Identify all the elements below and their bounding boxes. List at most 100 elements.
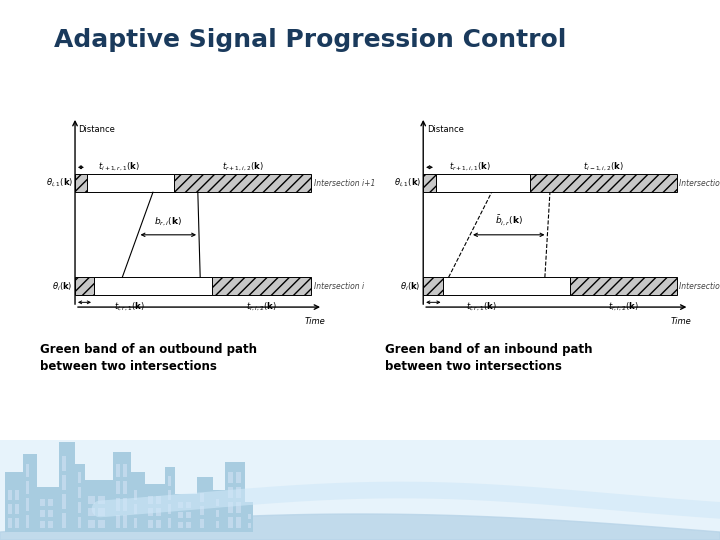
Bar: [62, 513, 66, 528]
Bar: [15, 518, 19, 528]
Bar: [148, 520, 153, 528]
Bar: [236, 472, 241, 483]
Bar: [116, 481, 120, 494]
Bar: [423, 278, 444, 295]
Bar: [40, 499, 45, 506]
Bar: [213, 490, 225, 532]
Bar: [228, 502, 233, 513]
Bar: [75, 278, 94, 295]
Text: $t_{i-1,i,2}(\mathbf{k})$: $t_{i-1,i,2}(\mathbf{k})$: [582, 161, 624, 173]
Bar: [216, 521, 219, 528]
Bar: [225, 462, 245, 532]
Bar: [178, 502, 183, 508]
Bar: [75, 174, 87, 192]
Bar: [62, 475, 66, 490]
Text: Distance: Distance: [427, 125, 464, 134]
Bar: [134, 504, 137, 514]
Text: $\theta_i(\mathbf{k})$: $\theta_i(\mathbf{k})$: [400, 280, 420, 293]
Text: Intersection i+1: Intersection i+1: [313, 179, 375, 188]
Bar: [168, 518, 171, 528]
Bar: [48, 521, 53, 528]
Bar: [216, 510, 219, 517]
Bar: [168, 476, 171, 486]
Bar: [5, 472, 23, 532]
Bar: [236, 517, 241, 528]
Bar: [88, 520, 95, 528]
Text: Green band of an outbound path
between two intersections: Green band of an outbound path between t…: [40, 343, 256, 373]
Bar: [186, 522, 191, 528]
Text: Distance: Distance: [78, 125, 115, 134]
Bar: [570, 278, 677, 295]
Bar: [145, 484, 165, 532]
Bar: [178, 522, 183, 528]
Bar: [123, 515, 127, 528]
Text: Green band of an inbound path
between two intersections: Green band of an inbound path between tw…: [385, 343, 593, 373]
Bar: [88, 496, 95, 504]
Text: $\bar{b}_{i,r}(\mathbf{k})$: $\bar{b}_{i,r}(\mathbf{k})$: [495, 213, 523, 228]
Bar: [15, 490, 19, 500]
Bar: [116, 498, 120, 511]
Bar: [0, 440, 720, 540]
Text: Time: Time: [305, 317, 325, 326]
Bar: [228, 472, 233, 483]
Bar: [8, 504, 12, 514]
Bar: [148, 496, 153, 504]
Bar: [26, 498, 29, 511]
Bar: [165, 467, 175, 532]
Bar: [530, 174, 677, 192]
Bar: [200, 493, 204, 502]
Bar: [216, 499, 219, 506]
Bar: [423, 174, 436, 192]
Bar: [78, 502, 81, 513]
Bar: [87, 174, 174, 192]
Bar: [26, 481, 29, 494]
Text: $\theta_i(\mathbf{k})$: $\theta_i(\mathbf{k})$: [53, 280, 73, 293]
Bar: [78, 472, 81, 483]
Bar: [186, 512, 191, 518]
Bar: [134, 518, 137, 528]
Bar: [26, 515, 29, 528]
Bar: [62, 494, 66, 509]
Bar: [37, 487, 59, 532]
Bar: [148, 508, 153, 516]
Bar: [248, 523, 251, 528]
Bar: [48, 510, 53, 517]
Bar: [156, 496, 161, 504]
Bar: [131, 472, 145, 532]
Text: Intersection i-i: Intersection i-i: [679, 179, 720, 188]
Bar: [228, 517, 233, 528]
Bar: [59, 442, 75, 532]
Bar: [228, 487, 233, 498]
Bar: [98, 508, 105, 516]
Bar: [78, 517, 81, 528]
Text: $t_{i,r,1}(\mathbf{k})$: $t_{i,r,1}(\mathbf{k})$: [114, 301, 145, 313]
Bar: [197, 477, 213, 532]
Bar: [48, 499, 53, 506]
Bar: [98, 496, 105, 504]
Bar: [62, 456, 66, 471]
Bar: [85, 480, 113, 532]
Bar: [236, 487, 241, 498]
Text: $t_{i,r,1}(\mathbf{k})$: $t_{i,r,1}(\mathbf{k})$: [466, 301, 497, 313]
Text: $\theta_{i,1}(\mathbf{k})$: $\theta_{i,1}(\mathbf{k})$: [394, 177, 420, 190]
Bar: [168, 504, 171, 514]
Text: $t_{r,i,2}(\mathbf{k})$: $t_{r,i,2}(\mathbf{k})$: [246, 301, 277, 313]
Text: Adaptive Signal Progression Control: Adaptive Signal Progression Control: [54, 29, 567, 52]
Text: $t_{r+1,i,2}(\mathbf{k})$: $t_{r+1,i,2}(\mathbf{k})$: [222, 161, 264, 173]
Bar: [156, 508, 161, 516]
Bar: [98, 520, 105, 528]
Text: Intersection i: Intersection i: [679, 282, 720, 291]
Text: Time: Time: [671, 317, 692, 326]
Bar: [94, 278, 212, 295]
Bar: [236, 502, 241, 513]
Bar: [178, 512, 183, 518]
Text: $b_{r,i}(\mathbf{k})$: $b_{r,i}(\mathbf{k})$: [154, 215, 182, 228]
Bar: [75, 464, 85, 532]
Bar: [123, 464, 127, 477]
Text: $t_{r,i,2}(\mathbf{k})$: $t_{r,i,2}(\mathbf{k})$: [608, 301, 639, 313]
Text: $t_{r+1,i,1}(\mathbf{k})$: $t_{r+1,i,1}(\mathbf{k})$: [449, 161, 491, 173]
Bar: [78, 487, 81, 498]
Text: Intersection i: Intersection i: [313, 282, 364, 291]
Bar: [26, 464, 29, 477]
Bar: [113, 452, 131, 532]
